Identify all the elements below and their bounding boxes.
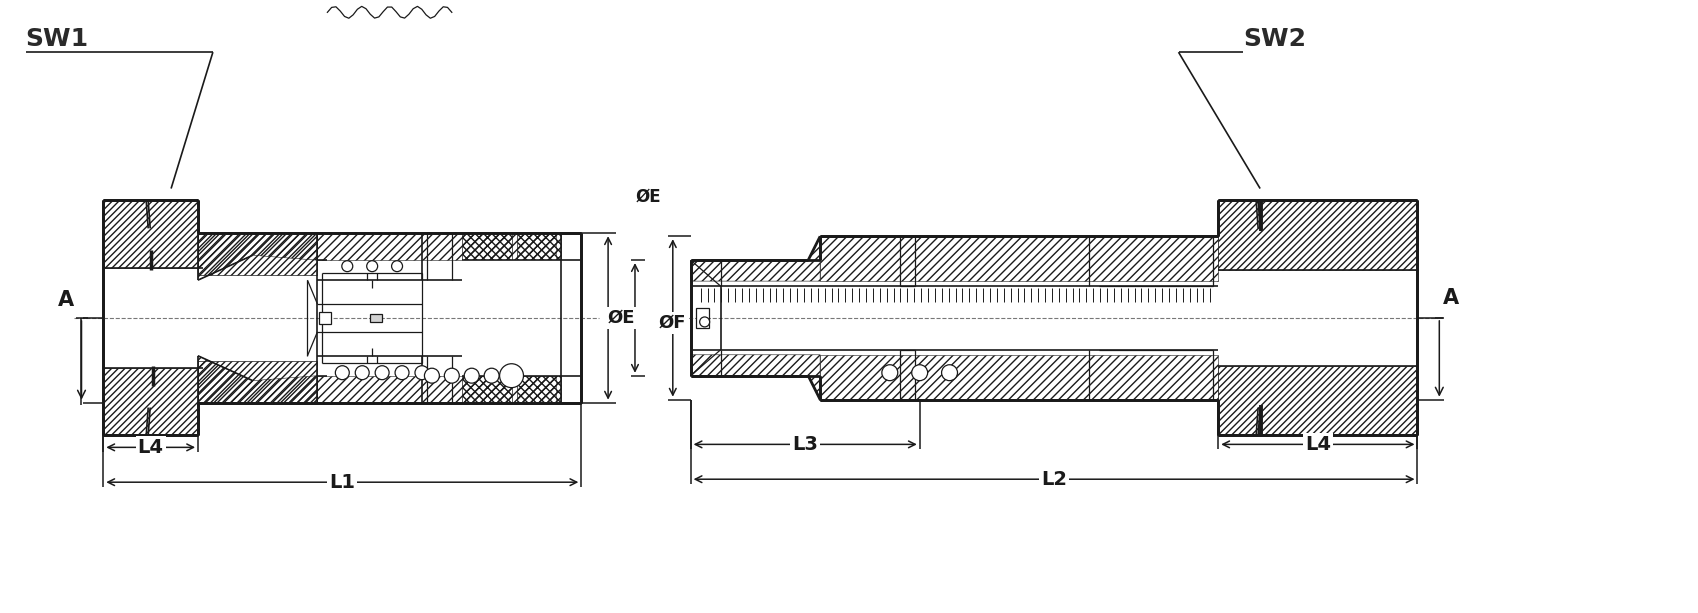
Text: A: A: [1442, 288, 1459, 308]
Circle shape: [941, 365, 958, 381]
Circle shape: [700, 317, 710, 327]
Polygon shape: [694, 308, 708, 328]
Circle shape: [355, 366, 368, 379]
Circle shape: [375, 366, 389, 379]
Text: ØF: ØF: [659, 314, 686, 332]
Circle shape: [881, 365, 897, 381]
Circle shape: [499, 364, 523, 387]
Text: L3: L3: [791, 435, 818, 454]
Circle shape: [424, 368, 440, 383]
Circle shape: [484, 368, 499, 383]
Circle shape: [414, 366, 428, 379]
Circle shape: [464, 368, 479, 383]
Circle shape: [335, 366, 350, 379]
Text: L4: L4: [138, 438, 163, 457]
Circle shape: [445, 368, 458, 383]
Text: L4: L4: [1304, 435, 1330, 454]
Polygon shape: [462, 260, 581, 376]
Text: ØE: ØE: [635, 188, 661, 205]
Text: ØE: ØE: [606, 309, 635, 327]
Polygon shape: [370, 314, 382, 322]
Polygon shape: [319, 312, 331, 324]
Text: L1: L1: [329, 473, 355, 492]
Circle shape: [912, 365, 927, 381]
Circle shape: [367, 261, 377, 272]
Text: A: A: [58, 290, 73, 310]
Circle shape: [341, 261, 353, 272]
Circle shape: [396, 366, 409, 379]
Text: SW1: SW1: [25, 27, 88, 51]
Text: L2: L2: [1041, 470, 1066, 489]
Circle shape: [391, 261, 402, 272]
Text: SW2: SW2: [1243, 27, 1306, 51]
